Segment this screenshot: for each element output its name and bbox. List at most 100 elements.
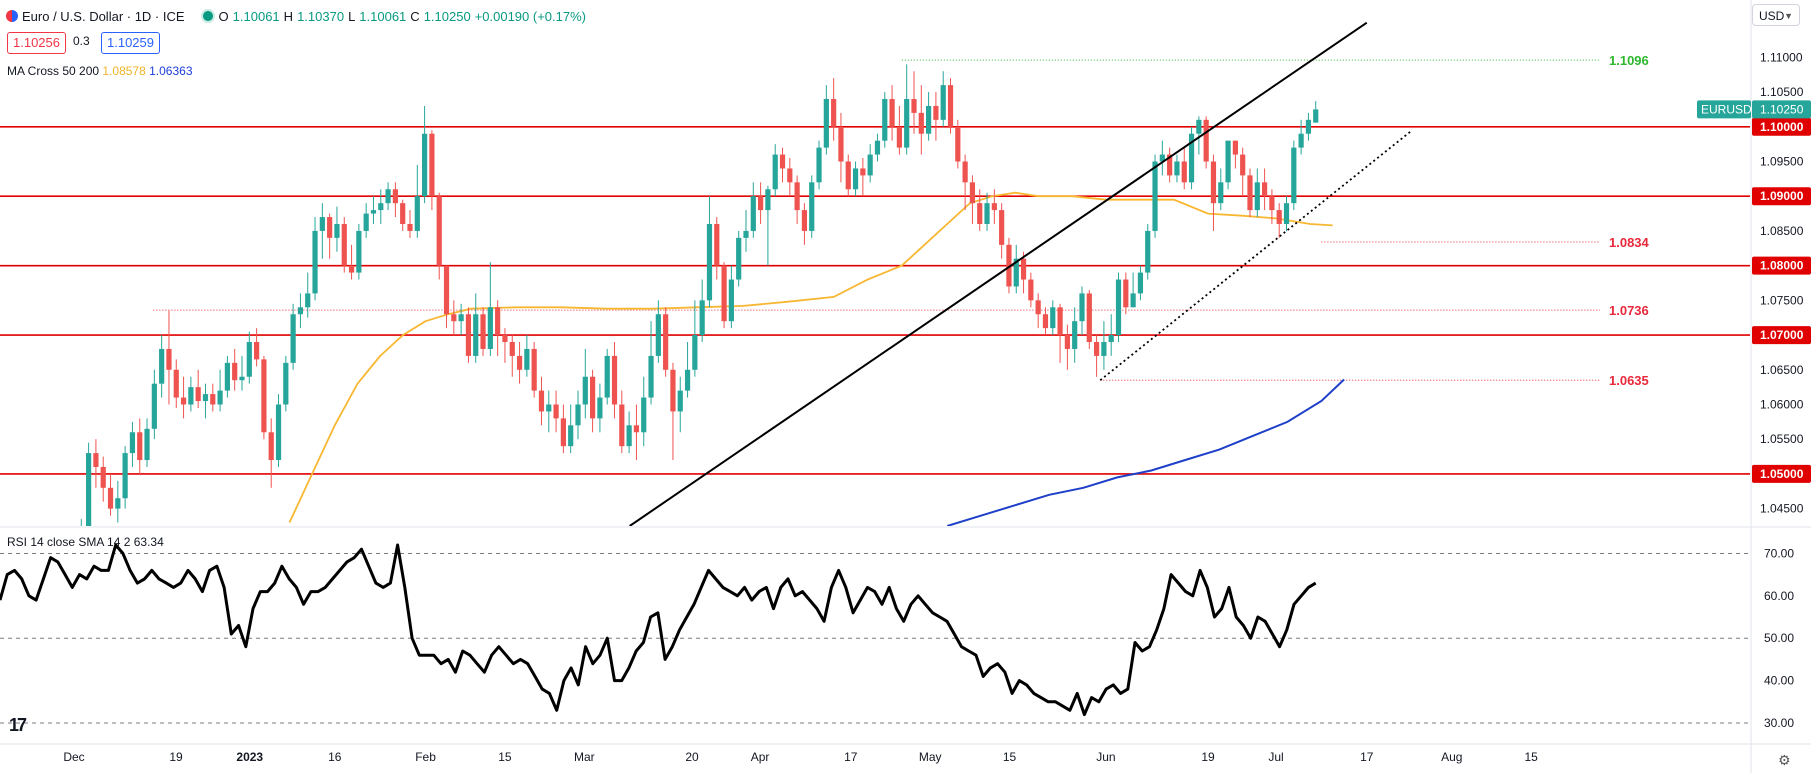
candle[interactable] [407,210,413,238]
candle[interactable] [801,203,808,245]
candle[interactable] [487,262,493,356]
candle[interactable] [1291,140,1297,211]
candle[interactable] [590,369,596,433]
candle[interactable] [1159,140,1165,176]
candle[interactable] [1006,237,1012,294]
candle[interactable] [509,335,515,377]
candle[interactable] [794,175,800,224]
ma-legend[interactable]: MA Cross 50 200 1.08578 1.06363 [7,64,193,78]
candle[interactable] [1123,272,1129,315]
candle[interactable] [1174,154,1180,183]
candle[interactable] [370,196,377,224]
candle[interactable] [1072,307,1078,363]
candle[interactable] [582,348,588,419]
candle[interactable] [626,411,632,454]
candle[interactable] [122,446,128,509]
candle[interactable] [86,442,92,537]
candle[interactable] [611,342,618,419]
rsi-line[interactable] [0,543,1317,717]
candle[interactable] [1218,168,1224,211]
candle[interactable] [458,303,464,336]
candle[interactable] [137,418,143,474]
candle[interactable] [224,355,230,398]
candle[interactable] [1050,300,1056,336]
candle[interactable] [911,71,917,134]
candle[interactable] [268,418,274,488]
candle[interactable] [210,383,216,412]
candle[interactable] [275,394,282,467]
candle[interactable] [202,383,209,419]
candle[interactable] [889,85,895,141]
candle[interactable] [1094,335,1100,377]
candle[interactable] [882,92,888,148]
candle[interactable] [677,376,683,433]
candle[interactable] [129,421,136,467]
ma50-line[interactable] [288,191,1333,523]
candle[interactable] [173,359,179,408]
candle[interactable] [414,164,420,238]
rsi-pane[interactable] [0,543,1750,724]
candle[interactable] [736,230,742,287]
candle[interactable] [692,300,698,377]
candle[interactable] [714,217,720,280]
candle[interactable] [1232,140,1238,169]
candle[interactable] [1028,272,1034,308]
candle[interactable] [940,71,946,127]
candle[interactable] [962,154,968,211]
candle[interactable] [1108,314,1114,356]
candle[interactable] [254,328,260,367]
candle[interactable] [246,331,252,384]
candle[interactable] [1152,154,1158,238]
candle[interactable] [743,210,749,252]
gear-icon[interactable]: ⚙ [1778,752,1791,768]
candle[interactable] [655,300,661,363]
candle[interactable] [480,307,486,356]
candle[interactable] [728,265,734,329]
trendline[interactable] [629,21,1368,526]
candle[interactable] [100,456,106,502]
candle[interactable] [553,390,559,433]
candle[interactable] [926,92,932,141]
candle[interactable] [502,328,508,363]
candle[interactable] [341,217,347,273]
candle[interactable] [1130,272,1136,308]
candle[interactable] [1305,112,1312,141]
candle[interactable] [641,376,647,447]
candle[interactable] [750,182,756,238]
candle[interactable] [217,369,223,412]
buy-price-button[interactable]: 1.10259 [101,32,160,54]
candle[interactable] [115,480,121,523]
candle[interactable] [874,133,881,162]
candle[interactable] [809,175,815,238]
candle[interactable] [531,342,537,398]
candle[interactable] [180,376,187,419]
candle[interactable] [1247,168,1253,218]
candle[interactable] [166,310,172,405]
candle[interactable] [327,213,333,259]
candle[interactable] [1020,251,1027,294]
candle[interactable] [546,390,552,433]
candle[interactable] [290,303,296,370]
currency-selector[interactable]: USD ▼ [1752,4,1800,26]
candle[interactable] [765,185,771,266]
candle[interactable] [604,348,610,405]
candle[interactable] [1240,147,1246,197]
candle[interactable] [684,342,691,398]
candle[interactable] [1086,289,1092,349]
candle[interactable] [845,154,851,197]
candle[interactable] [896,105,902,155]
candle[interactable] [443,265,450,329]
candle[interactable] [363,203,369,238]
candle[interactable] [969,175,976,224]
candle[interactable] [159,335,165,398]
candle[interactable] [93,439,99,488]
candle[interactable] [779,147,786,183]
candle[interactable] [787,158,793,197]
candle[interactable] [648,321,654,405]
candle[interactable] [568,404,574,454]
candle[interactable] [918,85,924,155]
candle[interactable] [1181,147,1187,190]
candle[interactable] [933,92,939,141]
candle[interactable] [473,293,479,363]
